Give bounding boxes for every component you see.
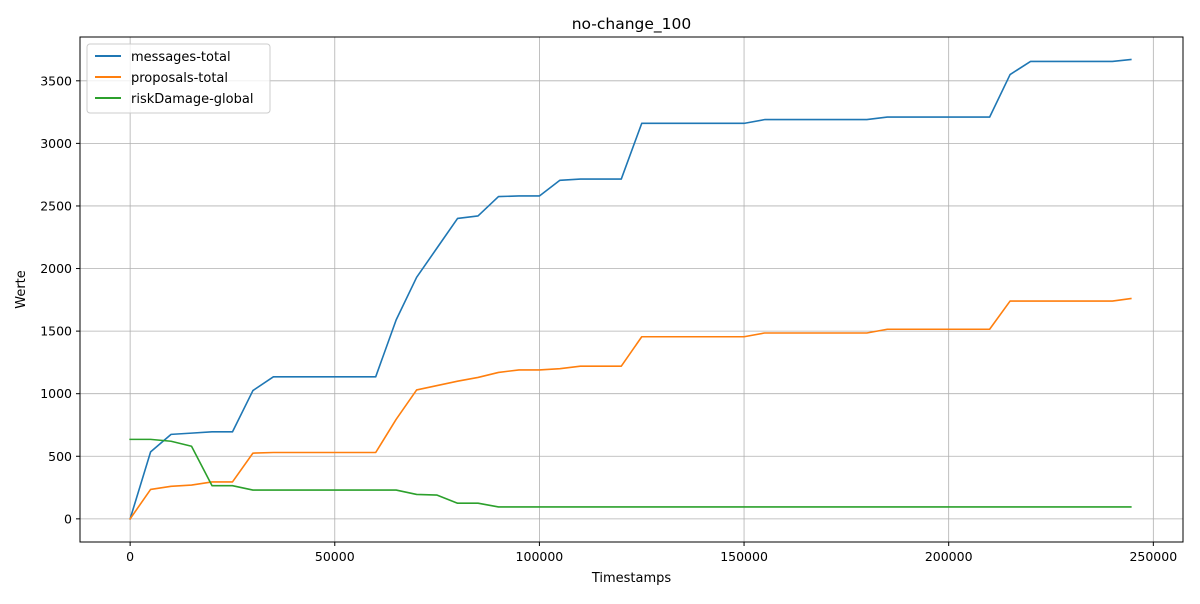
chart-title: no-change_100 bbox=[572, 15, 692, 34]
series-layer bbox=[129, 58, 1132, 520]
series-line-riskdamage-global bbox=[129, 438, 1132, 508]
y-tick-label: 3500 bbox=[40, 73, 72, 88]
legend-box bbox=[86, 43, 271, 114]
y-tick-label: 500 bbox=[48, 449, 72, 464]
legend-label-proposals-total: proposals-total bbox=[131, 71, 228, 86]
x-tick-label: 150000 bbox=[720, 549, 768, 564]
legend: messages-total proposals-total riskDamag… bbox=[86, 43, 271, 114]
y-axis-label: Werte bbox=[14, 270, 29, 309]
x-tick-label: 0 bbox=[126, 549, 134, 564]
legend-label-messages-total: messages-total bbox=[131, 50, 231, 65]
x-tick-label: 100000 bbox=[516, 549, 564, 564]
series-line-messages-total bbox=[129, 58, 1132, 520]
y-tick-label: 0 bbox=[64, 511, 72, 526]
y-tick-label: 1000 bbox=[40, 386, 72, 401]
y-tick-label: 1500 bbox=[40, 324, 72, 339]
x-axis-label: Timestamps bbox=[591, 571, 672, 586]
x-tick-label: 200000 bbox=[925, 549, 973, 564]
legend-label-riskdamage-global: riskDamage-global bbox=[131, 92, 253, 107]
y-tick-label: 2500 bbox=[40, 198, 72, 213]
tick-layer: 0 50000 100000 150000 200000 250000 0 500 1000 15… bbox=[40, 73, 1177, 564]
grid-layer bbox=[80, 37, 1183, 542]
y-tick-label: 2000 bbox=[40, 261, 72, 276]
x-tick-label: 250000 bbox=[1129, 549, 1177, 564]
x-tick-label: 50000 bbox=[315, 549, 355, 564]
series-line-proposals-total bbox=[129, 297, 1132, 520]
y-tick-label: 3000 bbox=[40, 136, 72, 151]
plot-frame bbox=[79, 36, 1184, 543]
